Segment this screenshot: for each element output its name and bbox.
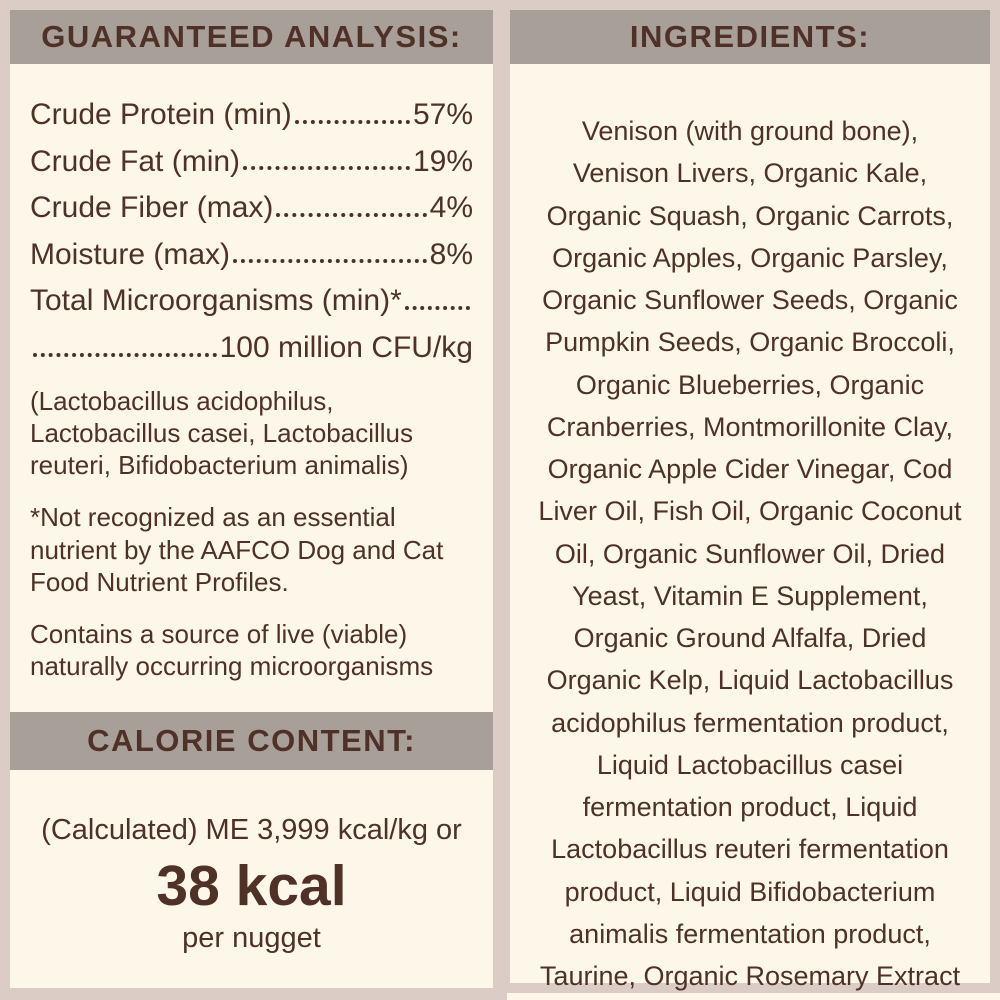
dot-leader bbox=[33, 352, 217, 357]
calorie-content-header: CALORIE CONTENT: bbox=[10, 712, 493, 770]
analysis-row-label: Moisture (max) bbox=[30, 237, 231, 271]
analysis-row-value: 100 million CFU/kg bbox=[219, 330, 473, 364]
calorie-calculated-line: (Calculated) ME 3,999 kcal/kg or bbox=[41, 814, 462, 846]
live-microorganisms-note: Contains a source of live (viable) natur… bbox=[30, 618, 434, 682]
analysis-row-moisture: Moisture (max) 8% bbox=[30, 238, 473, 272]
dot-leader bbox=[276, 212, 427, 217]
dot-leader bbox=[243, 166, 410, 171]
analysis-row-total-microorganisms: Total Microorganisms (min)* bbox=[30, 284, 473, 318]
ingredients-text: Venison (with ground bone), Venison Live… bbox=[538, 116, 962, 991]
guaranteed-analysis-title: GUARANTEED ANALYSIS: bbox=[41, 19, 462, 54]
calorie-unit-label: per nugget bbox=[182, 921, 321, 954]
analysis-row-cfu-value: 100 million CFU/kg bbox=[30, 331, 473, 365]
calorie-content-panel: (Calculated) ME 3,999 kcal/kg or 38 kcal… bbox=[10, 770, 493, 988]
ingredients-column: INGREDIENTS: Venison (with ground bone),… bbox=[510, 10, 990, 991]
guaranteed-analysis-header: GUARANTEED ANALYSIS: bbox=[10, 10, 493, 64]
analysis-row-label: Crude Fat (min) bbox=[30, 144, 241, 178]
next-panel-edge bbox=[507, 993, 1000, 1000]
analysis-row-value: 8% bbox=[429, 237, 473, 271]
aafco-footnote: *Not recognized as an essential nutrient… bbox=[30, 502, 444, 597]
analysis-row-label: Crude Protein (min) bbox=[30, 98, 292, 131]
calorie-kcal-value: 38 kcal bbox=[156, 854, 347, 918]
analysis-row-crude-fiber: Crude Fiber (max) 4% bbox=[30, 191, 473, 225]
dot-leader bbox=[404, 305, 470, 310]
analysis-row-value: 19% bbox=[412, 144, 473, 178]
ingredients-header: INGREDIENTS: bbox=[510, 10, 990, 64]
dot-leader bbox=[294, 119, 410, 124]
calorie-content-title: CALORIE CONTENT: bbox=[87, 723, 416, 758]
analysis-row-label: Total Microorganisms (min)* bbox=[30, 284, 402, 318]
analysis-row-label: Crude Fiber (max) bbox=[30, 191, 274, 225]
microorganisms-species-note: (Lactobacillus acidophilus, Lactobacillu… bbox=[30, 385, 413, 481]
guaranteed-analysis-column: GUARANTEED ANALYSIS: Crude Protein (min)… bbox=[10, 10, 493, 988]
analysis-row-value: 57% bbox=[412, 98, 473, 131]
guaranteed-analysis-panel: Crude Protein (min) 57% Crude Fat (min) … bbox=[10, 64, 493, 712]
analysis-row-crude-fat: Crude Fat (min) 19% bbox=[30, 145, 473, 179]
ingredients-title: INGREDIENTS: bbox=[629, 19, 871, 54]
analysis-row-crude-protein: Crude Protein (min) 57% bbox=[30, 98, 473, 132]
ingredients-panel: Venison (with ground bone), Venison Live… bbox=[510, 64, 990, 991]
dot-leader bbox=[233, 259, 427, 264]
analysis-row-value: 4% bbox=[429, 191, 473, 225]
